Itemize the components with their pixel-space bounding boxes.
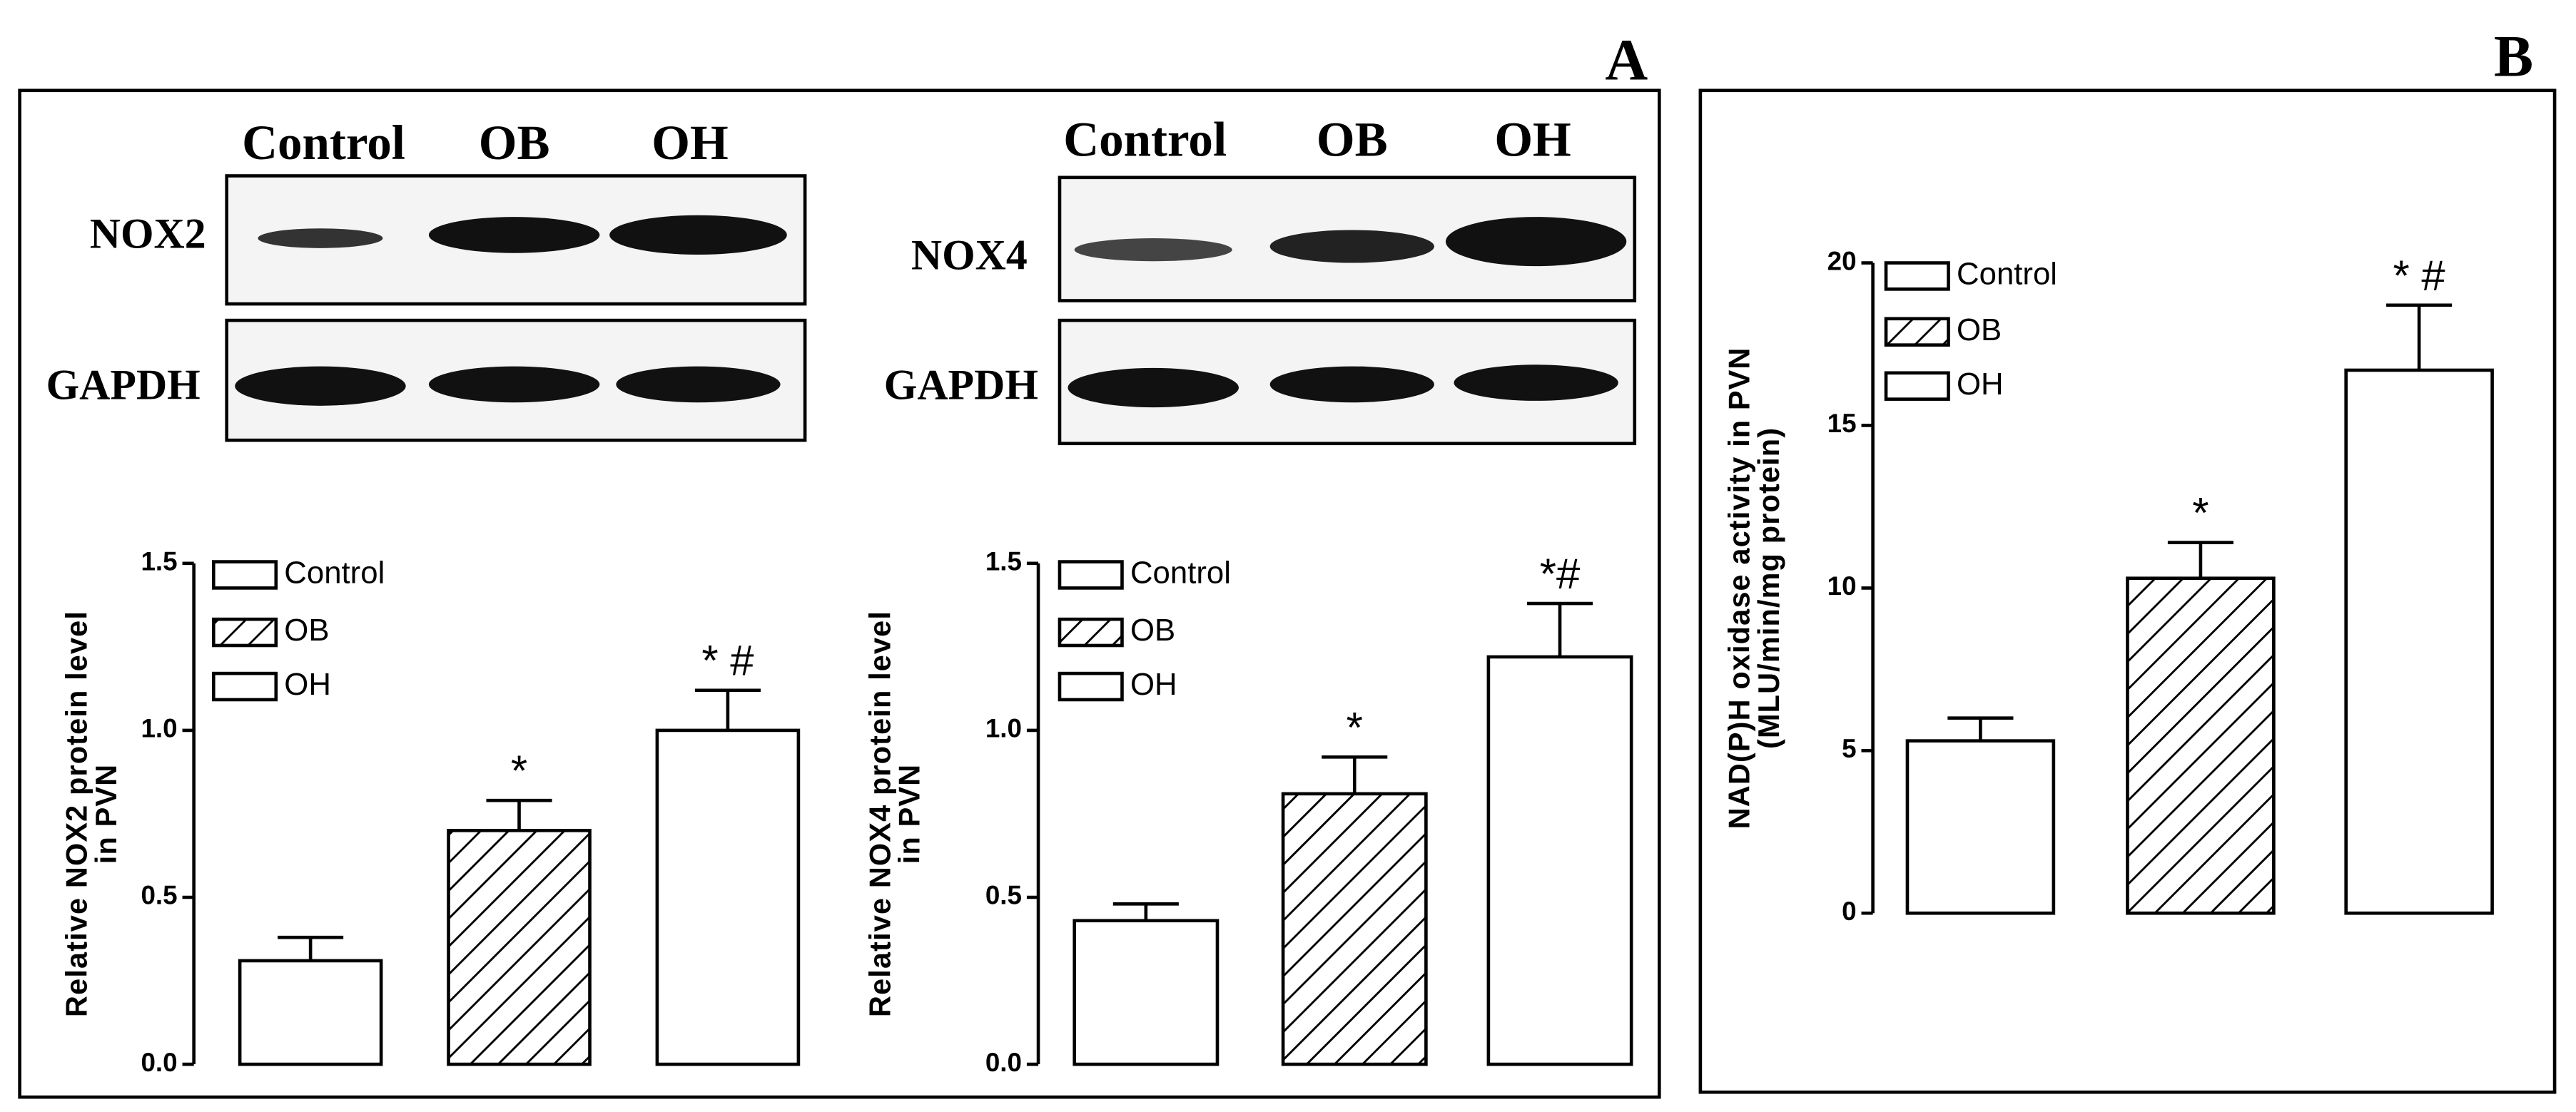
- band: [609, 215, 787, 255]
- band: [1269, 366, 1434, 403]
- y-tick-label: 20: [1827, 246, 1857, 275]
- y-tick-label: 0: [1842, 897, 1856, 926]
- y-axis-label: in PVN: [89, 764, 123, 864]
- band: [1074, 238, 1232, 262]
- y-tick-label: 0.0: [141, 1048, 177, 1077]
- band: [1269, 230, 1434, 263]
- y-tick-label: 5: [1842, 734, 1856, 763]
- band: [235, 366, 406, 406]
- lane-label: OH: [1494, 112, 1571, 167]
- annotation: * #: [2393, 252, 2445, 300]
- bar: [1486, 655, 1633, 1066]
- legend-label: OB: [284, 613, 329, 648]
- legend-swatch: [1058, 617, 1124, 648]
- lane-label: OB: [479, 115, 550, 170]
- legend-swatch: [1884, 371, 1950, 401]
- row-label: NOX2: [90, 210, 206, 257]
- y-axis-label: Relative NOX4 protein level: [863, 611, 896, 1017]
- y-tick-label: 1.5: [141, 547, 177, 576]
- y-tick-label: 15: [1827, 409, 1857, 438]
- blot: Control OB OH NOX2 GAPDH: [46, 115, 807, 442]
- bar: [1281, 792, 1428, 1066]
- band: [258, 228, 383, 248]
- y-tick-label: 0.0: [985, 1048, 1022, 1077]
- y-tick-label: 0.5: [141, 881, 177, 910]
- legend-label: Control: [1957, 257, 2057, 292]
- lane-label: Control: [242, 115, 405, 170]
- legend-label: OH: [1130, 667, 1177, 702]
- y-tick-label: 1.0: [141, 714, 177, 743]
- legend-swatch: [211, 560, 278, 590]
- legend-label: OH: [1957, 367, 2004, 402]
- bar: [655, 728, 801, 1066]
- bar: [238, 959, 383, 1066]
- bar: [1073, 919, 1219, 1066]
- lane-label: OH: [651, 115, 728, 170]
- legend-label: OB: [1957, 312, 2002, 347]
- panel-frame: [1698, 88, 2557, 1094]
- legend-label: OB: [1130, 613, 1175, 648]
- lane-label: OB: [1317, 112, 1388, 167]
- y-tick-label: 10: [1827, 571, 1857, 601]
- legend-swatch: [1058, 560, 1124, 590]
- legend-label: OH: [284, 667, 331, 702]
- bar: [1905, 739, 2056, 915]
- lane-label: Control: [1063, 112, 1227, 167]
- panel-frame: [18, 88, 1661, 1099]
- panel-label: A: [1605, 26, 1648, 92]
- band: [616, 366, 781, 403]
- y-axis-label: in PVN: [893, 764, 926, 864]
- blot: Control OB OH NOX4 GAPDH: [884, 112, 1637, 446]
- legend-label: Control: [1130, 556, 1231, 591]
- annotation: *: [1347, 703, 1363, 751]
- bar: [2126, 576, 2276, 915]
- annotation: *: [511, 747, 527, 795]
- legend-swatch: [1884, 261, 1950, 291]
- y-axis-label: NAD(P)H oxidase activity in PVN: [1722, 347, 1755, 829]
- legend-swatch: [1884, 317, 1950, 347]
- row-label: GAPDH: [884, 362, 1038, 409]
- legend-swatch: [1058, 671, 1124, 702]
- legend-swatch: [211, 671, 278, 702]
- y-tick-label: 0.5: [985, 881, 1022, 910]
- band: [428, 217, 600, 253]
- annotation: *#: [1540, 550, 1581, 598]
- bar: [447, 829, 592, 1066]
- legend-swatch: [211, 617, 278, 648]
- annotation: * #: [701, 637, 754, 685]
- band: [428, 366, 600, 403]
- legend-label: Control: [284, 556, 385, 591]
- y-axis-label: Relative NOX2 protein level: [59, 611, 93, 1017]
- y-tick-label: 1.5: [985, 547, 1022, 576]
- panel-label: B: [2494, 24, 2533, 89]
- row-label: GAPDH: [46, 362, 201, 409]
- band: [1446, 217, 1627, 267]
- y-tick-label: 1.0: [985, 714, 1022, 743]
- bar: [2344, 368, 2494, 915]
- row-label: NOX4: [911, 232, 1028, 279]
- band: [1454, 364, 1618, 401]
- annotation: *: [2192, 489, 2209, 537]
- y-axis-label: (MLU/min/mg protein): [1752, 427, 1785, 749]
- band: [1068, 367, 1239, 408]
